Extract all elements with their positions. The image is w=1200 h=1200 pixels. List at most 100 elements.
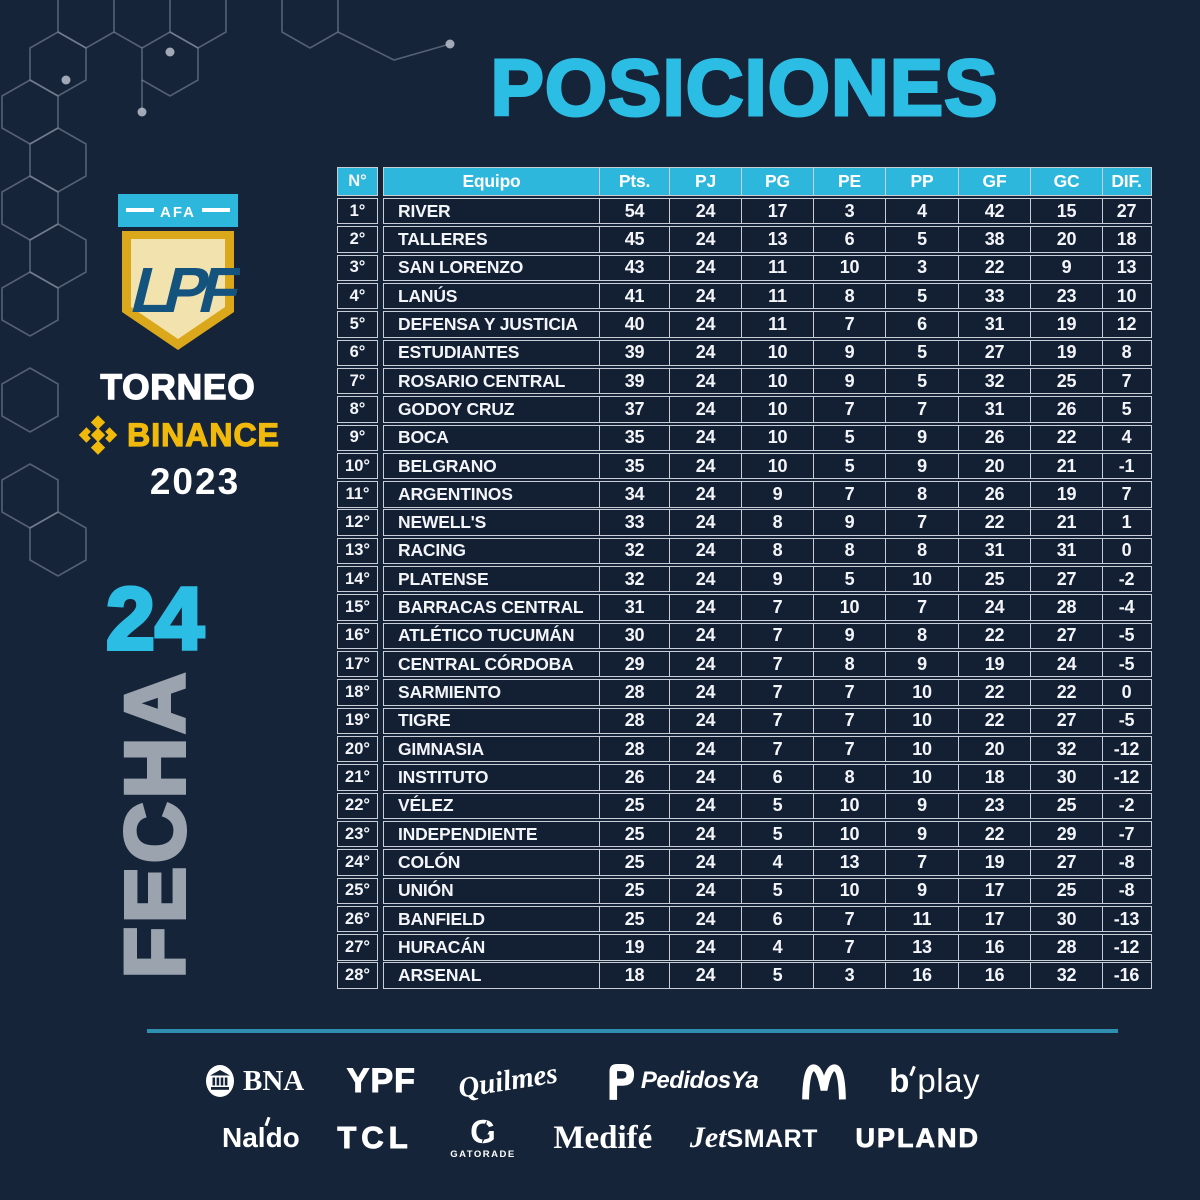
table-row: 2° TALLERES 45 24 13 6 5 38 20 18 [337, 226, 1152, 253]
points-cell: 26 [599, 765, 669, 790]
points-cell: 35 [599, 453, 669, 479]
wins-cell: 13 [741, 227, 813, 252]
draws-cell: 8 [813, 538, 885, 564]
played-cell: 24 [669, 453, 741, 479]
team-name-cell: TALLERES [398, 229, 488, 249]
goal-diff-cell: -5 [1102, 708, 1150, 734]
draws-cell: 9 [813, 368, 885, 394]
header-cell: PP [885, 168, 958, 195]
draws-cell: 3 [813, 963, 885, 988]
pedidosya-label: PedidosYa [640, 1067, 759, 1094]
fecha-number: 24 [104, 567, 206, 670]
goal-diff-cell: -5 [1102, 652, 1150, 677]
table-row: 8° GODOY CRUZ 37 24 10 7 7 31 26 5 [337, 396, 1152, 423]
team-name-cell: TIGRE [398, 710, 451, 731]
table-row: 16° ATLÉTICO TUCUMÁN 30 24 7 9 8 22 27 -… [337, 622, 1152, 650]
row-main-cells: BOCA 35 24 10 5 9 26 22 4 [383, 424, 1152, 451]
header-cell: Equipo [462, 171, 521, 191]
team-name-cell: BELGRANO [398, 455, 497, 476]
header-cell: GF [958, 168, 1030, 195]
position-cell: 15° [337, 594, 378, 621]
goals-for-cell: 26 [958, 482, 1030, 507]
draws-cell: 10 [813, 255, 885, 281]
position-cell: 9° [337, 424, 378, 451]
binance-diamond-icon [78, 415, 118, 455]
sponsor-ypf: YPF [346, 1061, 416, 1100]
team-name-cell: INSTITUTO [398, 766, 489, 787]
team-name-cell: LANÚS [398, 285, 458, 306]
points-cell: 37 [599, 397, 669, 422]
bna-bank-icon [206, 1065, 234, 1097]
draws-cell: 9 [813, 510, 885, 535]
sponsor-jetsmart: Jet SMART [690, 1121, 818, 1155]
played-cell: 24 [669, 255, 741, 281]
wins-cell: 5 [741, 878, 813, 903]
goals-against-cell: 19 [1030, 340, 1102, 365]
draws-cell: 7 [813, 312, 885, 337]
losses-cell: 10 [885, 708, 958, 734]
gatorade-g-label: G [470, 1115, 496, 1148]
table-row: 9° BOCA 35 24 10 5 9 26 22 4 [337, 424, 1152, 451]
row-main-cells: BANFIELD 25 24 6 7 11 17 30 -13 [383, 905, 1152, 933]
header-cell: PJ [669, 168, 741, 195]
table-body: 1° RIVER 54 24 17 3 4 42 15 27 2° TALLER… [337, 198, 1152, 989]
team-name-cell: BARRACAS CENTRAL [398, 597, 584, 618]
position-cell: 1° [337, 198, 378, 225]
binance-label: BINANCE [127, 416, 280, 453]
played-cell: 24 [669, 595, 741, 620]
sponsor-row-2: Naldo TCL G GATORADE Medifé Jet SMART UP… [222, 1110, 980, 1166]
table-row: 22° VÉLEZ 25 24 5 10 9 23 25 -2 [337, 792, 1152, 819]
position-cell: 6° [337, 339, 378, 366]
draws-cell: 5 [813, 453, 885, 479]
table-row: 11° ARGENTINOS 34 24 9 7 8 26 19 7 [337, 481, 1152, 508]
position-cell: 13° [337, 537, 378, 565]
losses-cell: 8 [885, 538, 958, 564]
points-cell: 31 [599, 595, 669, 620]
goals-for-cell: 24 [958, 595, 1030, 620]
position-cell: 22° [337, 792, 378, 819]
team-name-cell: ATLÉTICO TUCUMÁN [398, 625, 575, 646]
team-name-cell: RACING [398, 540, 466, 561]
played-cell: 24 [669, 736, 741, 762]
goals-against-cell: 32 [1030, 963, 1102, 988]
losses-cell: 5 [885, 340, 958, 365]
goals-against-cell: 28 [1030, 935, 1102, 960]
points-cell: 54 [599, 199, 669, 224]
team-name-cell: VÉLEZ [398, 795, 454, 816]
position-cell: 25° [337, 877, 378, 904]
wins-cell: 6 [741, 906, 813, 932]
draws-cell: 8 [813, 765, 885, 790]
played-cell: 24 [669, 482, 741, 507]
goals-for-cell: 32 [958, 368, 1030, 394]
losses-cell: 10 [885, 736, 958, 762]
position-cell: 20° [337, 735, 378, 763]
sponsor-mcdonalds [801, 1062, 847, 1100]
goal-diff-cell: -4 [1102, 595, 1150, 620]
goals-for-cell: 19 [958, 850, 1030, 875]
fecha-label-wrap: FECHA [60, 664, 250, 984]
row-main-cells: CENTRAL CÓRDOBA 29 24 7 8 9 19 24 -5 [383, 651, 1152, 678]
goals-against-cell: 31 [1030, 538, 1102, 564]
goals-against-cell: 29 [1030, 821, 1102, 847]
goal-diff-cell: 13 [1102, 255, 1150, 281]
position-cell: 4° [337, 282, 378, 310]
losses-cell: 3 [885, 255, 958, 281]
position-cell: 26° [337, 905, 378, 933]
mcdonalds-arches-icon [801, 1064, 846, 1100]
goals-for-cell: 27 [958, 340, 1030, 365]
goals-for-cell: 26 [958, 425, 1030, 450]
losses-cell: 11 [885, 906, 958, 932]
row-main-cells: ROSARIO CENTRAL 39 24 10 9 5 32 25 7 [383, 367, 1152, 395]
goals-for-cell: 22 [958, 623, 1030, 649]
team-name-cell: CENTRAL CÓRDOBA [398, 653, 574, 674]
goal-diff-cell: 1 [1102, 510, 1150, 535]
bplay-play-label: play [917, 1062, 980, 1099]
goal-diff-cell: 18 [1102, 227, 1150, 252]
wins-cell: 7 [741, 708, 813, 734]
losses-cell: 10 [885, 567, 958, 592]
team-name-cell: ARSENAL [398, 965, 482, 986]
goals-against-cell: 25 [1030, 878, 1102, 903]
goal-diff-cell: -8 [1102, 878, 1150, 903]
sponsor-naldo: Naldo [222, 1116, 300, 1154]
